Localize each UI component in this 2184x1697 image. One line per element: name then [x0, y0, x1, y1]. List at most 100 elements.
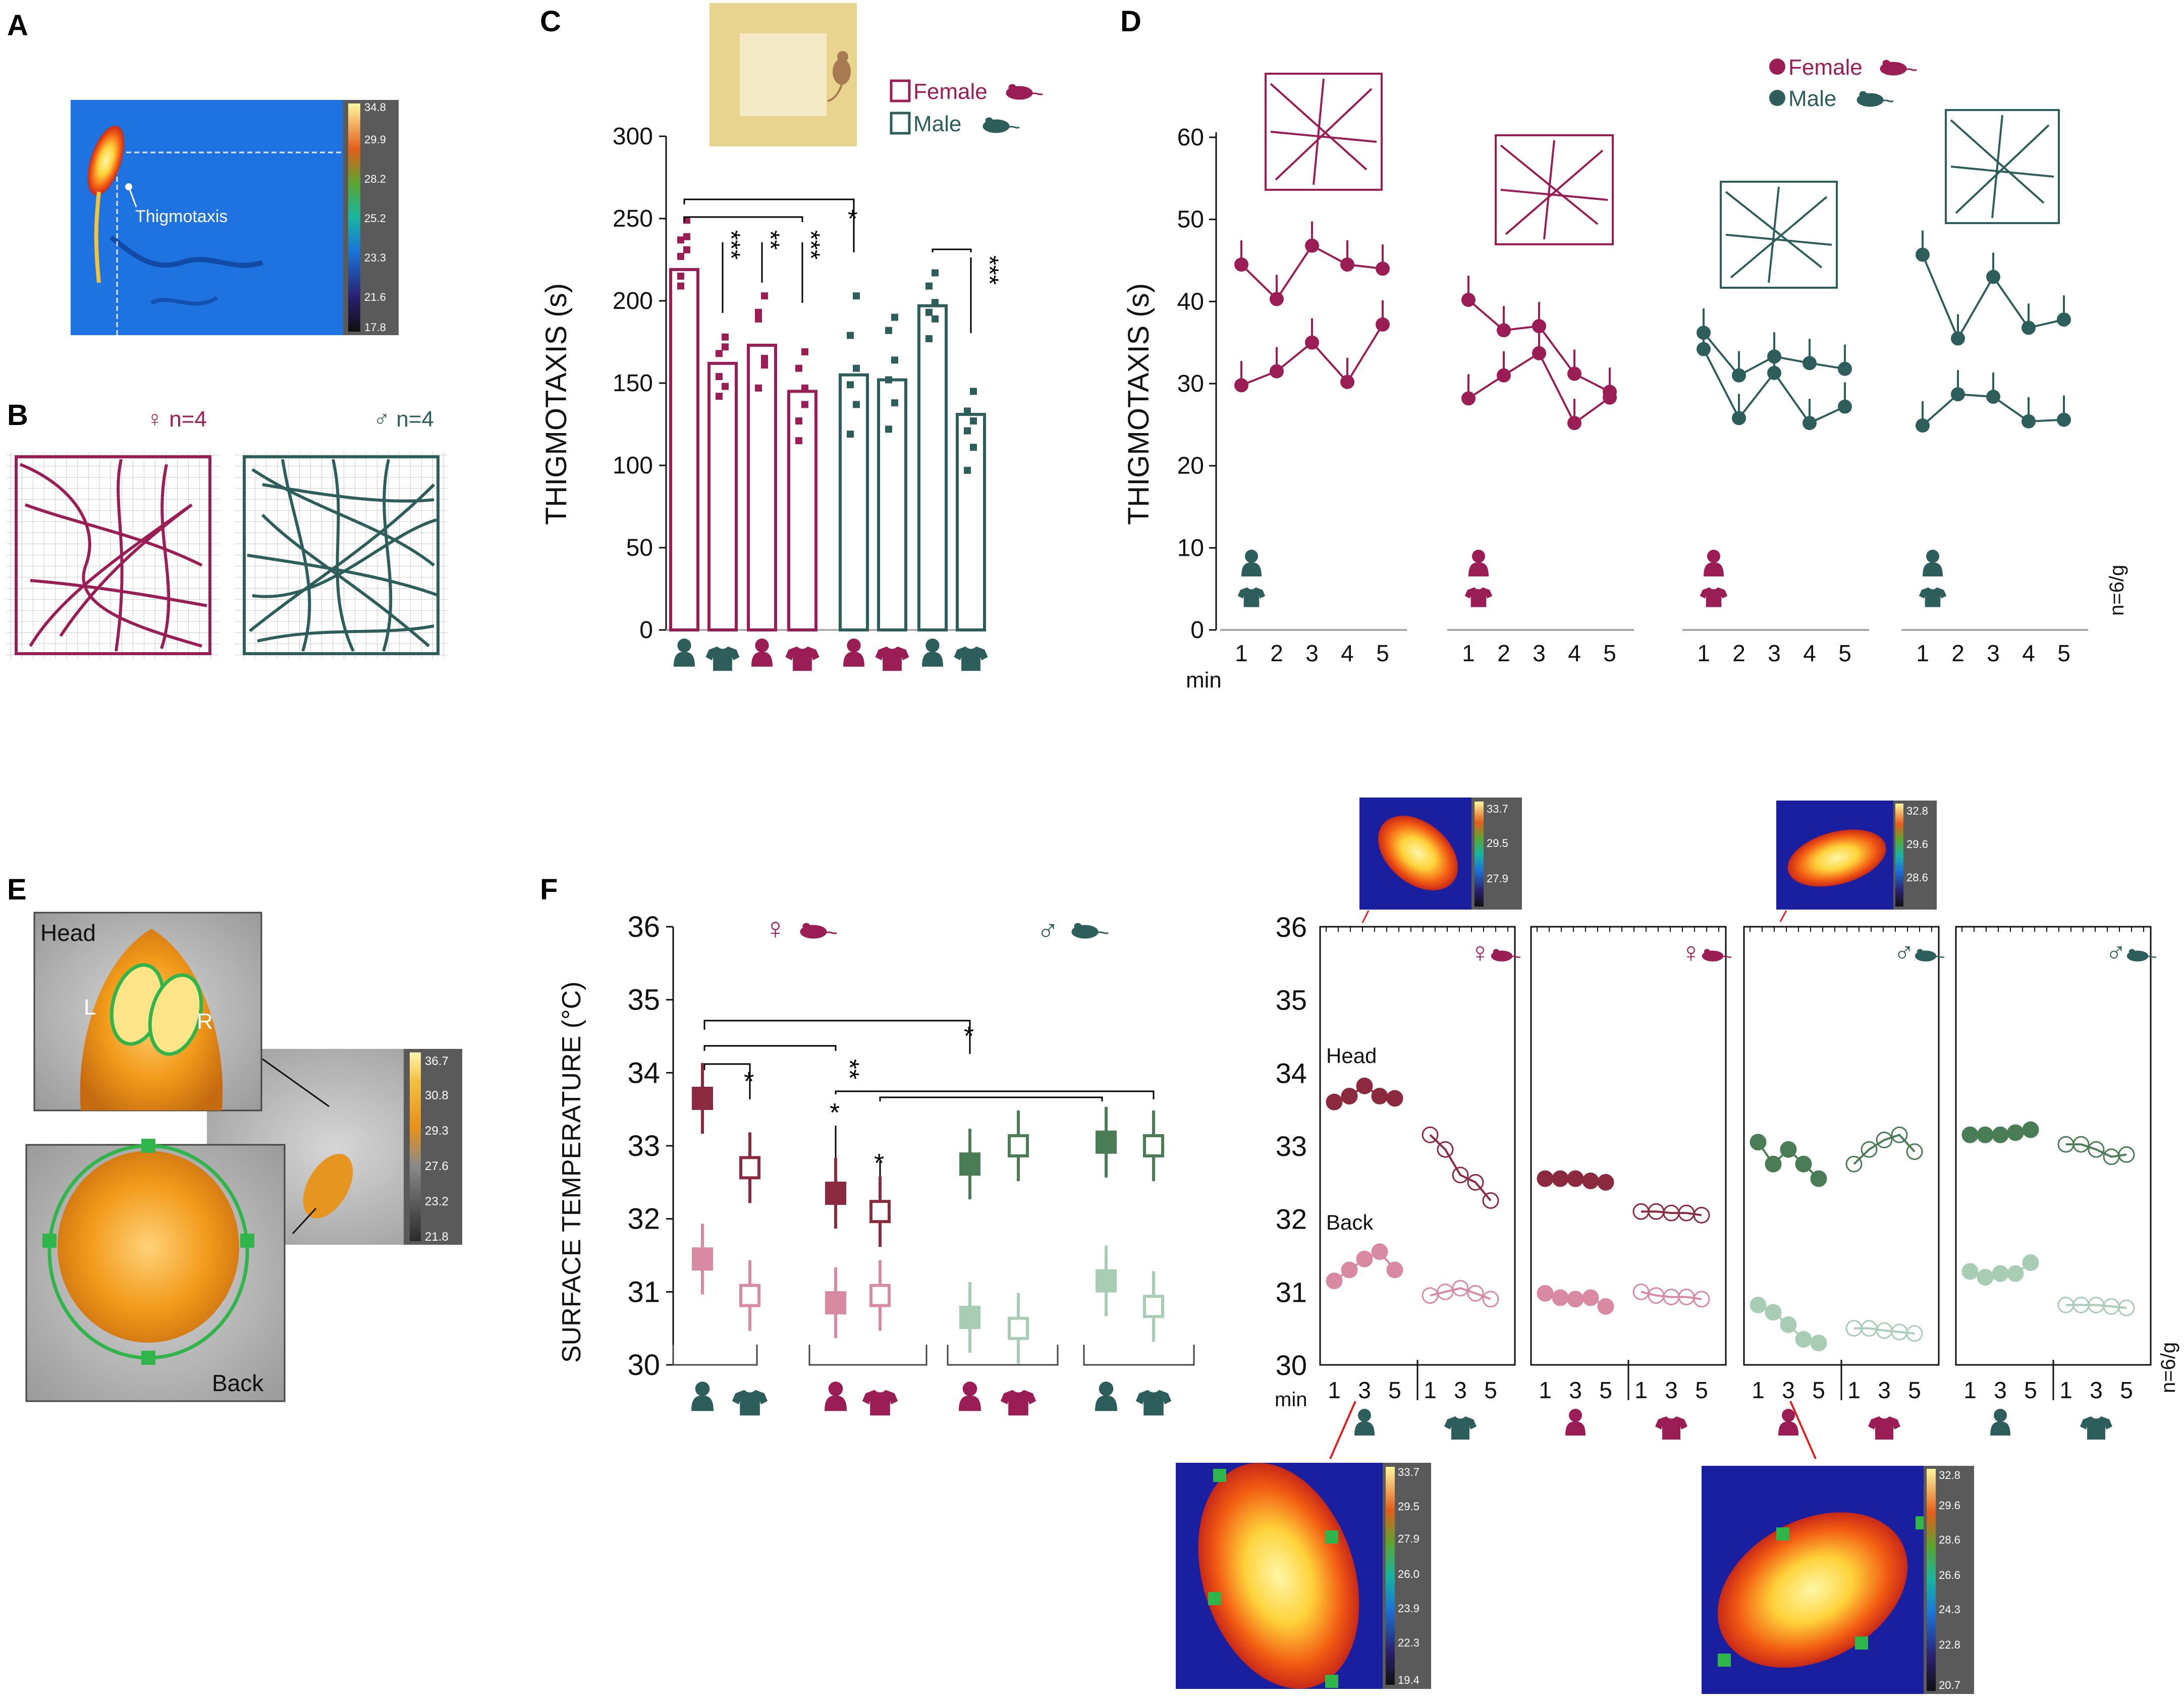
y-tick-label: 35	[1276, 984, 1307, 1016]
data-point	[761, 292, 768, 300]
fl-significance: * ** * * *	[703, 1020, 1155, 1178]
data-point	[1143, 1295, 1164, 1318]
data-point	[801, 401, 808, 408]
colorbar-tick: 25.2	[364, 212, 386, 225]
data-point	[1452, 1166, 1469, 1184]
person-icon	[1704, 550, 1724, 576]
colorbar-tick: 21.8	[425, 1230, 449, 1244]
data-point	[1371, 1243, 1388, 1260]
track-inset	[1720, 181, 1838, 289]
data-point	[1552, 1289, 1569, 1306]
data-point	[1482, 1192, 1499, 1209]
data-point	[1532, 346, 1546, 360]
data-point	[683, 233, 690, 240]
data-point	[1234, 257, 1248, 272]
fl-axes: 30 31 32 33 34 35 36	[627, 911, 1195, 1382]
y-tick-label: 60	[1177, 124, 1204, 151]
data-point	[1750, 1134, 1767, 1151]
data-point	[2072, 1136, 2090, 1153]
data-point	[885, 426, 892, 433]
x-tick-label: 5	[1484, 1377, 1497, 1403]
data-point	[1371, 1088, 1388, 1105]
data-point	[847, 381, 854, 389]
data-point	[716, 393, 723, 400]
subpanel-frame	[1319, 926, 1516, 1366]
data-point	[1461, 391, 1476, 406]
y-tick-label: 30	[627, 1349, 660, 1382]
colorbar-tick: 28.6	[1939, 1533, 1960, 1546]
data-point	[1008, 1134, 1029, 1157]
data-point	[1876, 1131, 1893, 1148]
x-tick-label: 4	[1341, 640, 1354, 666]
person-icon	[959, 1382, 981, 1411]
x-tick-label: 1	[1328, 1377, 1341, 1403]
data-point	[1552, 1170, 1569, 1187]
y-tick-label: 100	[613, 452, 653, 479]
sig-star: *	[874, 1149, 884, 1178]
subpanel-frame	[1955, 926, 2152, 1366]
sex-symbol: ♂	[1893, 936, 1915, 968]
data-point	[1452, 1280, 1469, 1297]
x-tick-label: 1	[1235, 640, 1248, 666]
sex-symbol: ♂	[2105, 936, 2126, 968]
data-point	[1597, 1174, 1614, 1191]
track-inset	[1495, 134, 1614, 245]
data-point	[2007, 1265, 2024, 1282]
data-point	[1632, 1283, 1650, 1300]
legend-c: Female Male	[890, 79, 1044, 136]
colorbar-tick: 27.6	[425, 1159, 449, 1173]
shirt-icon	[1700, 587, 1728, 607]
x-tick-label: 2	[1951, 640, 1964, 666]
thermal-inset-bottom-left: 33.7 29.5 27.9 26.0 23.9 22.3 19.4	[1176, 1401, 1431, 1689]
data-point	[925, 335, 933, 342]
data-point	[692, 1247, 713, 1271]
shirt-icon	[1237, 587, 1266, 607]
colorbar-tick: 26.6	[1939, 1569, 1960, 1581]
data-point	[1326, 1272, 1343, 1290]
y-tick-label: 0	[639, 617, 653, 644]
head-inset: Head L R	[33, 912, 262, 1111]
x-tick-label: 4	[2022, 640, 2035, 666]
fl-stimulus-icons	[691, 1382, 1172, 1416]
track-inset	[1265, 73, 1383, 191]
track-arena	[1265, 73, 1383, 191]
legend-d: Female Male	[1769, 55, 1918, 111]
data-point	[1961, 1263, 1979, 1280]
data-point	[2022, 1254, 2039, 1271]
back-inset: Back	[25, 1139, 286, 1402]
x-axis-label: min	[1186, 668, 1222, 693]
data-point	[1732, 411, 1746, 426]
person-icon	[1923, 550, 1943, 576]
x-tick-label: 5	[1812, 1377, 1825, 1403]
data-point	[1750, 1296, 1767, 1313]
x-tick-label: 1	[1697, 640, 1710, 666]
x-tick-label: 5	[1908, 1377, 1921, 1403]
data-point	[755, 308, 762, 316]
data-point	[1951, 331, 1965, 346]
data-point	[1567, 366, 1581, 381]
bar	[707, 361, 738, 631]
data-point	[1422, 1287, 1439, 1304]
colorbar-tick: 27.9	[1487, 872, 1508, 885]
x-tick-label: 5	[1599, 1377, 1612, 1403]
data-point	[2118, 1299, 2135, 1316]
x-tick-label: 3	[1305, 640, 1319, 666]
colorbar-tick: 26.0	[1398, 1568, 1419, 1580]
x-tick-label: 5	[2024, 1377, 2037, 1403]
sig-star: *	[964, 1022, 974, 1051]
fl-points	[692, 1063, 1164, 1364]
shirt-icon	[1000, 1390, 1036, 1416]
x-tick-label: 1	[1424, 1377, 1437, 1403]
colorbar-tick: 24.3	[1939, 1603, 1960, 1616]
panel-letter: D	[1120, 5, 1141, 38]
y-tick-label: 300	[613, 123, 653, 150]
female-n-label: ♀ n=4	[146, 407, 207, 432]
sig-star: **	[835, 1059, 864, 1079]
sig-star: *	[848, 204, 857, 233]
data-point	[1008, 1316, 1029, 1340]
data-point	[1986, 270, 2000, 284]
sex-symbol: ♀	[1469, 936, 1491, 968]
shirt-icon	[785, 646, 820, 671]
panel-letter: C	[540, 5, 561, 38]
shirt-icon	[732, 1390, 768, 1416]
